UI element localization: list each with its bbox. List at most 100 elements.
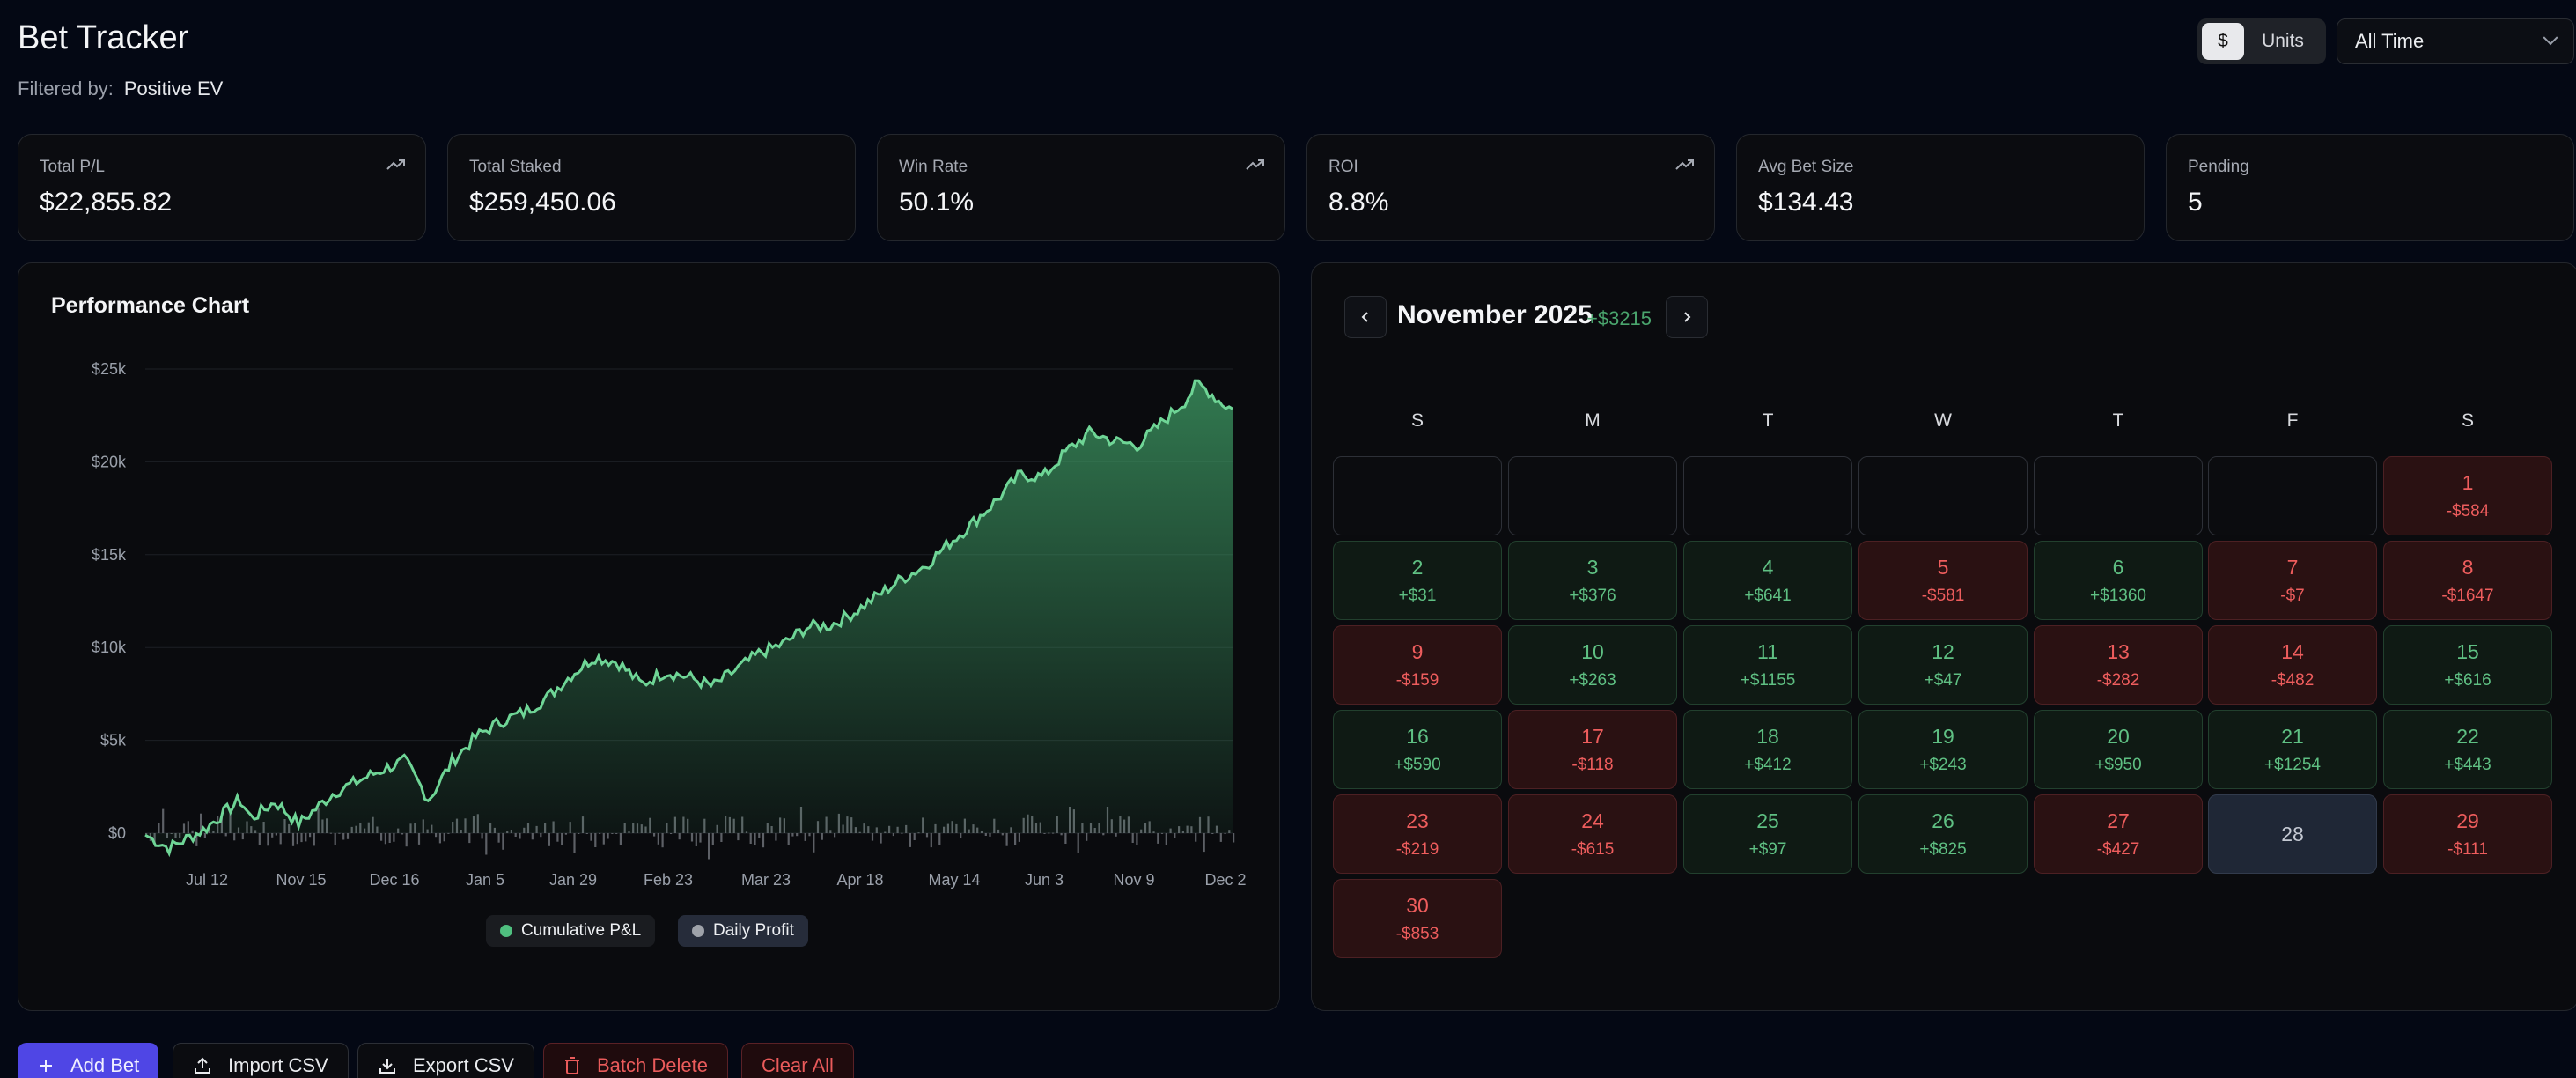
- calendar-day-26[interactable]: 26 +$825: [1858, 794, 2028, 874]
- weekday-header: W: [1934, 410, 1952, 431]
- time-range-select[interactable]: All Time: [2337, 18, 2574, 64]
- daily-profit-bar: [380, 833, 383, 841]
- calendar-day-9[interactable]: 9 -$159: [1333, 625, 1502, 705]
- daily-profit-bar: [200, 813, 202, 833]
- legend-daily-profit[interactable]: Daily Profit: [678, 915, 808, 947]
- export-csv-button[interactable]: Export CSV: [357, 1043, 534, 1078]
- import-csv-button[interactable]: Import CSV: [173, 1043, 349, 1078]
- stat-label: Win Rate: [899, 158, 968, 176]
- daily-profit-bar: [1014, 833, 1017, 845]
- daily-profit-bar: [291, 833, 295, 846]
- calendar-day-amount: -$853: [1395, 924, 1439, 943]
- daily-profit-bar: [443, 833, 445, 842]
- calendar-empty-cell: [2208, 456, 2377, 535]
- x-tick-label: Dec 16: [369, 871, 419, 889]
- daily-profit-bar: [162, 808, 165, 833]
- daily-profit-bar: [607, 833, 609, 839]
- calendar-day-12[interactable]: 12 +$47: [1858, 625, 2028, 705]
- prev-month-button[interactable]: [1344, 296, 1387, 338]
- calendar-day-10[interactable]: 10 +$263: [1508, 625, 1677, 705]
- calendar-day-number: 1: [2462, 470, 2474, 494]
- daily-profit-bar: [708, 833, 710, 860]
- calendar-day-number: 16: [1406, 724, 1429, 748]
- calendar-day-amount: +$825: [1919, 839, 1967, 859]
- performance-chart[interactable]: $0 $5k $10k $15k $20k $25k Jul 12 Nov 15 Dec 16…: [18, 335, 1280, 898]
- calendar-day-24[interactable]: 24 -$615: [1508, 794, 1677, 874]
- stat-label: Total Staked: [469, 158, 562, 176]
- calendar-day-1[interactable]: 1 -$584: [2383, 456, 2552, 535]
- calendar-day-27[interactable]: 27 -$427: [2034, 794, 2203, 874]
- calendar-day-20[interactable]: 20 +$950: [2034, 710, 2203, 789]
- calendar-day-23[interactable]: 23 -$219: [1333, 794, 1502, 874]
- calendar-day-2[interactable]: 2 +$31: [1333, 541, 1502, 620]
- clear-all-label: Clear All: [762, 1054, 834, 1076]
- add-bet-button[interactable]: Add Bet: [18, 1043, 159, 1078]
- daily-profit-bar: [258, 833, 261, 845]
- calendar-day-8[interactable]: 8 -$1647: [2383, 541, 2552, 620]
- calendar-day-11[interactable]: 11 +$1155: [1683, 625, 1852, 705]
- stat-value: 8.8%: [1328, 188, 1389, 217]
- units-toggle-button[interactable]: Units: [2262, 31, 2304, 51]
- clear-all-button[interactable]: Clear All: [741, 1043, 854, 1078]
- calendar-day-15[interactable]: 15 +$616: [2383, 625, 2552, 705]
- legend-cumulative-pl[interactable]: Cumulative P&L: [486, 915, 656, 947]
- daily-profit-bar: [984, 833, 987, 836]
- daily-profit-bar: [590, 833, 592, 841]
- calendar-day-21[interactable]: 21 +$1254: [2208, 710, 2377, 789]
- calendar-day-16[interactable]: 16 +$590: [1333, 710, 1502, 789]
- calendar-day-number: 22: [2456, 724, 2479, 748]
- calendar-day-18[interactable]: 18 +$412: [1683, 710, 1852, 789]
- daily-profit-bar: [913, 833, 916, 840]
- daily-profit-bar: [661, 833, 664, 848]
- trash-icon: [565, 1057, 579, 1074]
- calendar-day-28[interactable]: 28: [2208, 794, 2377, 874]
- calendar-day-6[interactable]: 6 +$1360: [2034, 541, 2203, 620]
- calendar-empty-cell: [1683, 456, 1852, 535]
- chevron-down-icon: [2543, 30, 2558, 46]
- weekday-header: S: [2461, 410, 2474, 431]
- daily-profit-bar: [1060, 833, 1063, 836]
- filter-indicator: Filtered by: Positive EV: [18, 78, 223, 100]
- calendar-day-14[interactable]: 14 -$482: [2208, 625, 2377, 705]
- calendar-day-amount: +$443: [2444, 755, 2491, 774]
- daily-profit-bar: [1224, 832, 1226, 834]
- daily-profit-bar: [300, 833, 303, 843]
- calendar-day-number: 15: [2456, 639, 2479, 663]
- calendar-day-amount: -$427: [2096, 839, 2140, 859]
- download-icon: [379, 1059, 395, 1074]
- calendar-day-7[interactable]: 7 -$7: [2208, 541, 2377, 620]
- next-month-button[interactable]: [1666, 296, 1708, 338]
- calendar-day-number: 14: [2281, 639, 2304, 663]
- dollar-toggle-button[interactable]: $: [2202, 23, 2244, 60]
- daily-profit-bar: [187, 821, 189, 833]
- stat-card-roi: ROI 8.8%: [1306, 134, 1715, 241]
- calendar-day-22[interactable]: 22 +$443: [2383, 710, 2552, 789]
- daily-profit-bar: [834, 833, 836, 838]
- calendar-day-30[interactable]: 30 -$853: [1333, 879, 1502, 958]
- calendar-day-25[interactable]: 25 +$97: [1683, 794, 1852, 874]
- calendar-day-number: 20: [2107, 724, 2130, 748]
- calendar-day-19[interactable]: 19 +$243: [1858, 710, 2028, 789]
- calendar-day-3[interactable]: 3 +$376: [1508, 541, 1677, 620]
- daily-profit-bar: [485, 833, 488, 855]
- daily-profit-bar: [313, 833, 315, 846]
- calendar-day-5[interactable]: 5 -$581: [1858, 541, 2028, 620]
- filter-value[interactable]: Positive EV: [123, 78, 224, 100]
- daily-profit-bar: [531, 833, 534, 840]
- calendar-day-29[interactable]: 29 -$111: [2383, 794, 2552, 874]
- daily-profit-bar: [871, 833, 874, 841]
- daily-profit-bar: [1018, 833, 1020, 842]
- calendar-day-17[interactable]: 17 -$118: [1508, 710, 1677, 789]
- filter-label: Filtered by:: [18, 78, 114, 100]
- daily-profit-bar: [909, 833, 911, 847]
- daily-profit-bar: [384, 833, 386, 845]
- calendar-day-13[interactable]: 13 -$282: [2034, 625, 2203, 705]
- calendar-day-amount: +$47: [1924, 670, 1962, 690]
- daily-profit-bar: [813, 833, 815, 853]
- calendar-day-number: 19: [1932, 724, 1954, 748]
- calendar-day-4[interactable]: 4 +$641: [1683, 541, 1852, 620]
- add-bet-label: Add Bet: [70, 1054, 140, 1076]
- daily-profit-bar: [808, 833, 811, 837]
- batch-delete-button[interactable]: Batch Delete: [543, 1043, 728, 1078]
- stat-card-total-pl: Total P/L $22,855.82: [18, 134, 426, 241]
